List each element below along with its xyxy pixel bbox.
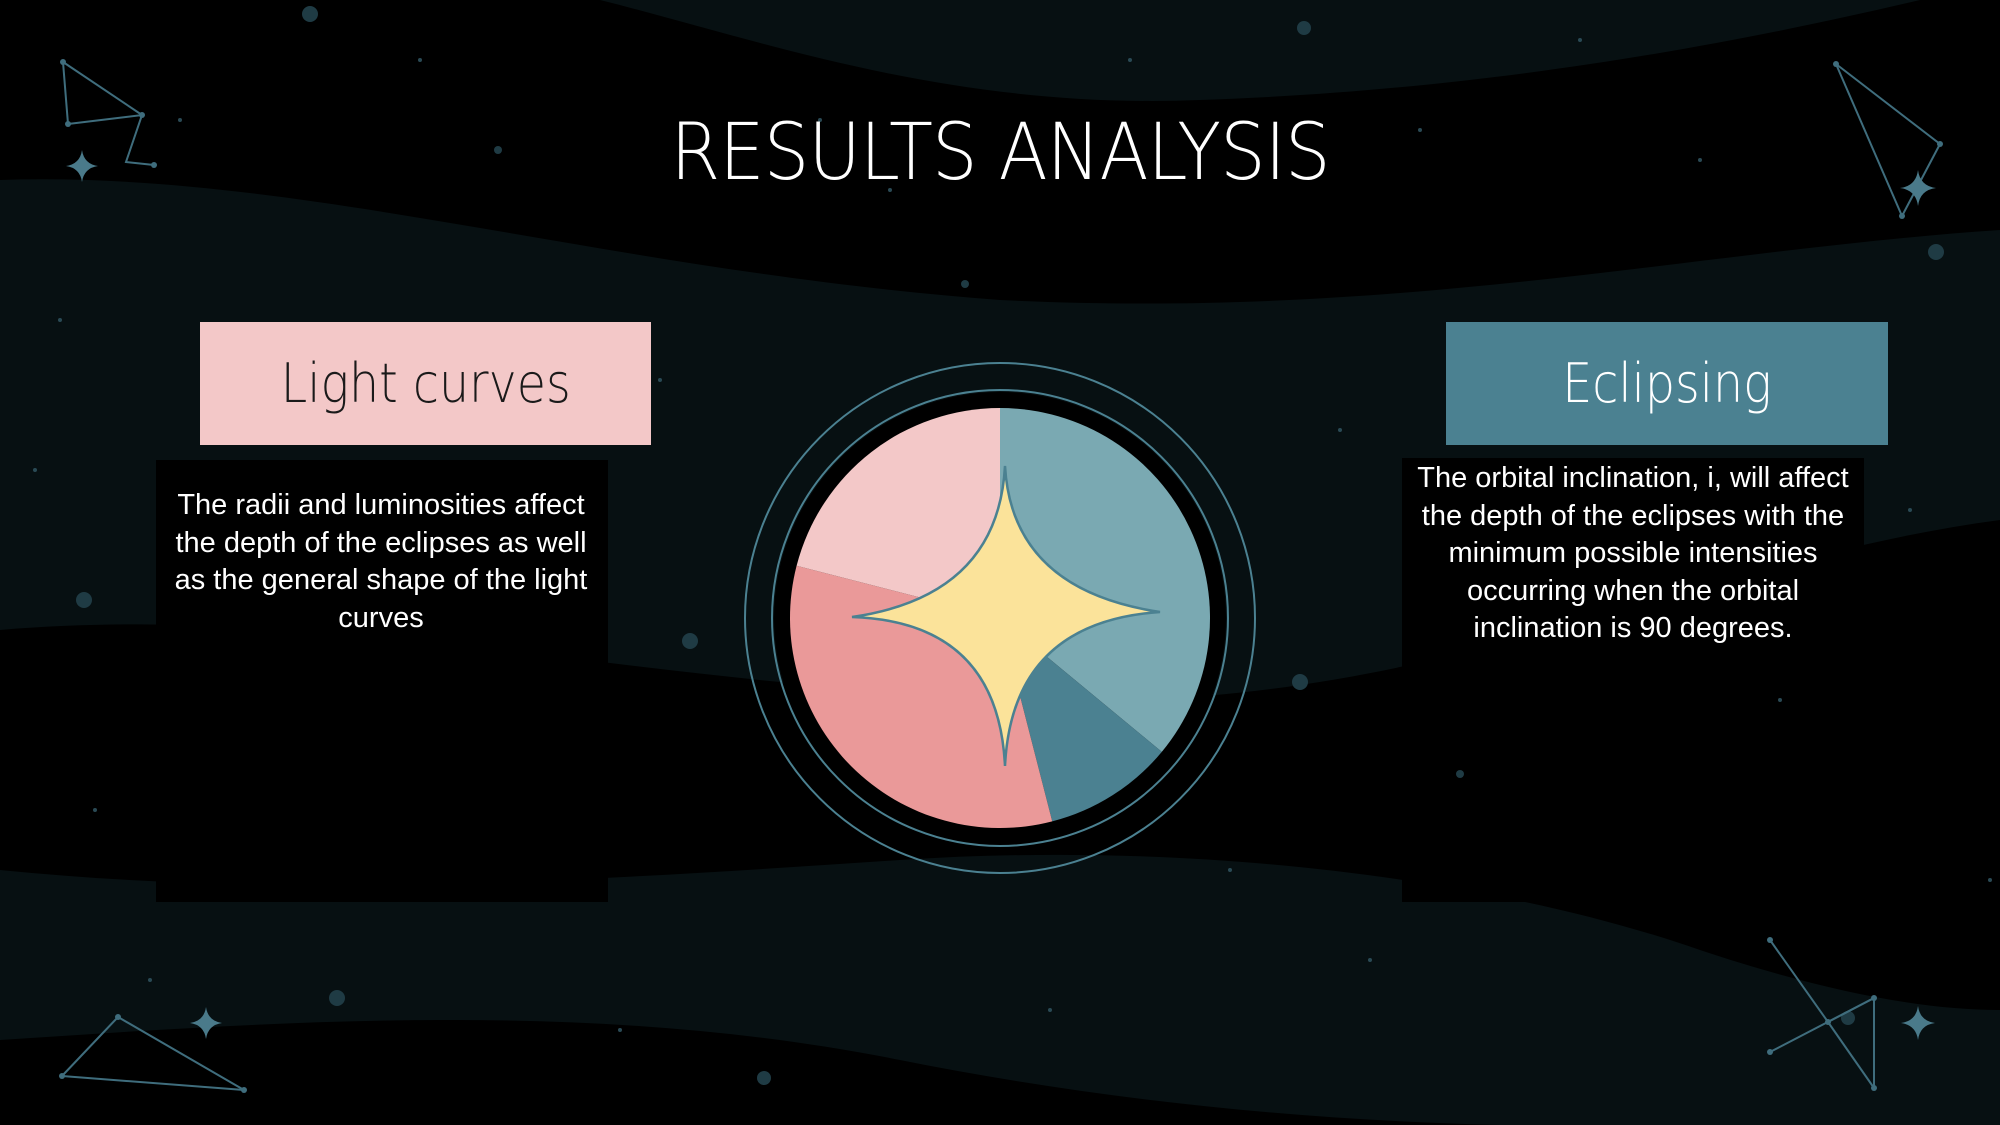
light-curves-description: The radii and luminosities affect the de… xyxy=(174,489,588,634)
star-icon xyxy=(851,465,1161,767)
pie-slice-4 xyxy=(796,408,1000,618)
sparkle-icon xyxy=(1900,170,1936,206)
sparkle-icon xyxy=(190,1007,222,1039)
constellation-bottom-right xyxy=(1769,939,1875,1089)
slide-title: RESULTS ANALYSIS xyxy=(670,108,1330,198)
sparkle-icon xyxy=(66,150,98,182)
pie-chart xyxy=(744,362,1256,874)
right-text-panel xyxy=(1402,458,1864,684)
background-band xyxy=(0,1020,1500,1125)
right-lower-panel xyxy=(1402,778,1844,902)
left-text-panel xyxy=(156,460,608,902)
sparkle-icon xyxy=(1901,1006,1935,1040)
eclipsing-description: The orbital inclination, i, will affect … xyxy=(1417,462,1849,644)
pie-slices xyxy=(790,408,1210,828)
light-curves-label: Light curves xyxy=(200,322,651,445)
inner-ring xyxy=(771,389,1229,847)
background-band xyxy=(600,0,1920,101)
pie-slice-1 xyxy=(1000,408,1210,752)
light-curves-label-text: Light curves xyxy=(280,352,571,415)
pie-slice-2 xyxy=(1000,618,1162,822)
eclipsing-label-text: Eclipsing xyxy=(1562,352,1772,415)
outer-ring xyxy=(744,362,1256,874)
eclipsing-label: Eclipsing xyxy=(1446,322,1888,445)
